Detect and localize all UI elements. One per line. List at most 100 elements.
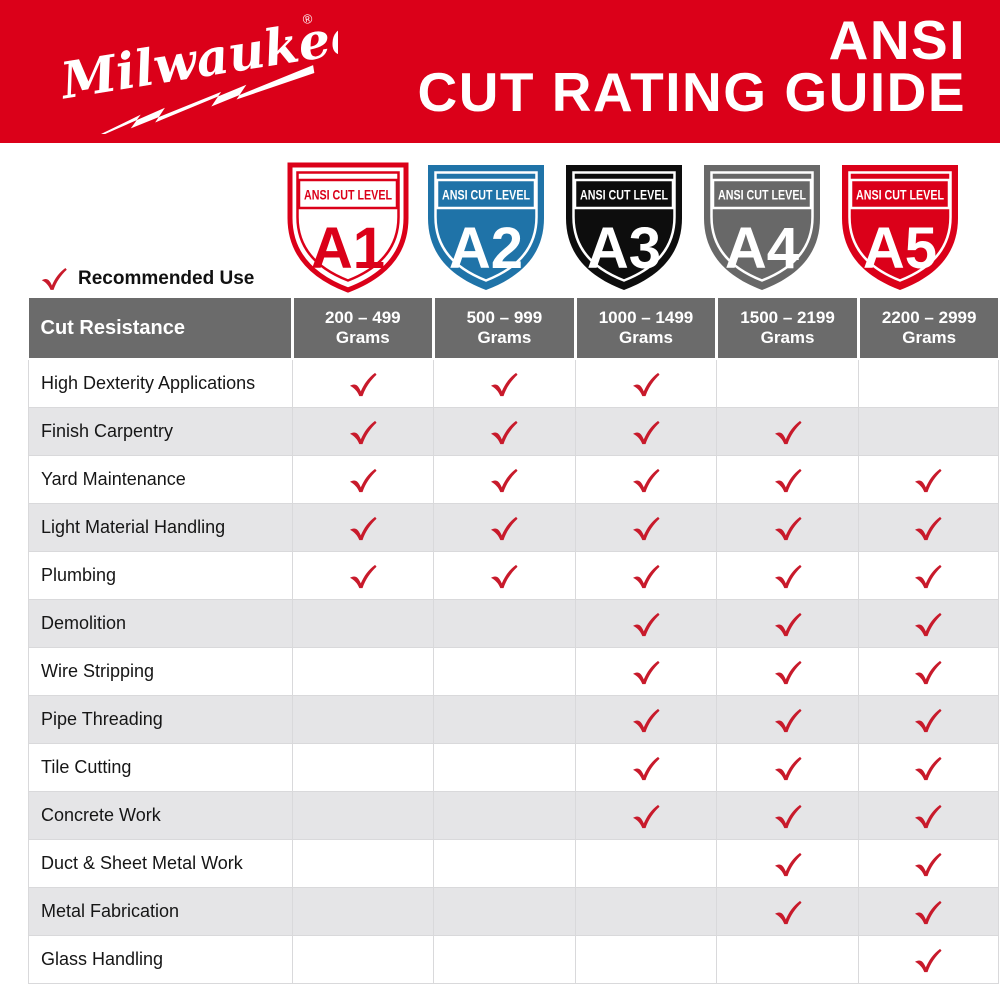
application-label: Tile Cutting xyxy=(28,743,293,792)
check-icon xyxy=(491,420,518,444)
check-icon xyxy=(774,660,802,684)
table-row: Duct & Sheet Metal Work xyxy=(28,839,999,888)
check-icon xyxy=(632,804,660,828)
check-icon xyxy=(774,564,802,588)
column-header-a1: 200 – 499 Grams xyxy=(292,298,436,360)
registered-mark: ® xyxy=(302,12,314,27)
recommended-use-legend: Recommended Use xyxy=(40,266,254,291)
check-cell-a3 xyxy=(574,407,718,456)
check-icon xyxy=(491,372,518,396)
check-icon xyxy=(349,564,377,588)
column-header-a4: 1500 – 2199 Grams xyxy=(716,298,860,360)
check-icon xyxy=(774,468,802,492)
check-cell-a4 xyxy=(716,407,859,456)
gram-range: 500 – 999 xyxy=(466,308,543,327)
check-cell-a5 xyxy=(857,935,999,984)
check-cell-a4 xyxy=(716,887,859,936)
table-header-row: Cut Resistance 200 – 499 Grams 500 – 999 Gr… xyxy=(28,298,999,360)
check-cell-a3 xyxy=(574,695,718,744)
check-icon xyxy=(349,372,377,396)
empty-cell-a5 xyxy=(857,358,999,408)
empty-cell-a5 xyxy=(857,407,999,456)
check-icon xyxy=(349,516,377,540)
check-icon xyxy=(774,756,802,780)
shield-banner-label: ANSI CUT LEVEL xyxy=(718,188,806,203)
application-label: Duct & Sheet Metal Work xyxy=(28,839,293,888)
check-icon xyxy=(349,420,377,444)
cut-level-shield-a2: ANSI CUT LEVEL A2 xyxy=(428,165,544,290)
table-row: High Dexterity Applications xyxy=(28,358,999,408)
check-icon xyxy=(632,516,660,540)
check-cell-a4 xyxy=(716,695,859,744)
check-icon xyxy=(632,756,660,780)
page-title: ANSI CUT RATING GUIDE xyxy=(417,13,966,120)
column-header-a5: 2200 – 2999 Grams xyxy=(858,298,999,360)
table-row: Light Material Handling xyxy=(28,503,999,552)
check-icon xyxy=(774,516,802,540)
application-label: Finish Carpentry xyxy=(28,407,293,456)
check-cell-a1 xyxy=(291,407,435,456)
check-cell-a4 xyxy=(716,647,859,696)
check-icon xyxy=(774,804,802,828)
check-icon xyxy=(774,900,802,924)
application-label: Demolition xyxy=(28,599,293,648)
check-icon xyxy=(774,612,802,636)
check-cell-a3 xyxy=(574,551,718,600)
recommended-use-label: Recommended Use xyxy=(78,267,255,289)
empty-cell-a1 xyxy=(291,647,435,696)
check-cell-a4 xyxy=(716,839,859,888)
check-cell-a4 xyxy=(716,551,859,600)
gram-range: 1000 – 1499 xyxy=(598,308,694,327)
check-cell-a3 xyxy=(574,358,718,408)
check-icon xyxy=(915,804,942,828)
milwaukee-logo: Milwaukee ® xyxy=(55,12,338,134)
milwaukee-logo-text: Milwaukee xyxy=(55,12,338,111)
application-label: Metal Fabrication xyxy=(28,887,293,936)
check-cell-a1 xyxy=(291,551,435,600)
empty-cell-a1 xyxy=(291,935,435,984)
shield-level-label: A5 xyxy=(863,216,937,281)
check-icon xyxy=(915,948,942,972)
check-cell-a3 xyxy=(574,743,718,792)
check-cell-a5 xyxy=(857,695,999,744)
table-row: Metal Fabrication xyxy=(28,887,999,936)
empty-cell-a1 xyxy=(291,887,435,936)
check-icon xyxy=(632,420,660,444)
table-row: Tile Cutting xyxy=(28,743,999,792)
gram-range: 2200 – 2999 xyxy=(881,308,977,327)
application-label: High Dexterity Applications xyxy=(28,358,293,408)
shield-level-label: A4 xyxy=(725,216,799,281)
empty-cell-a2 xyxy=(433,839,576,888)
cut-level-shield-a1: ANSI CUT LEVEL A1 xyxy=(287,162,409,293)
check-cell-a4 xyxy=(716,599,859,648)
shield-banner-label: ANSI CUT LEVEL xyxy=(442,188,530,203)
check-icon xyxy=(632,468,660,492)
application-label: Pipe Threading xyxy=(28,695,293,744)
check-cell-a5 xyxy=(857,455,999,504)
table-row: Demolition xyxy=(28,599,999,648)
table-row: Concrete Work xyxy=(28,791,999,840)
table-row: Wire Stripping xyxy=(28,647,999,696)
table-row: Yard Maintenance xyxy=(28,455,999,504)
check-icon xyxy=(915,612,942,636)
gram-unit: Grams xyxy=(335,328,390,347)
empty-cell-a2 xyxy=(433,599,576,648)
check-cell-a3 xyxy=(574,647,718,696)
check-cell-a5 xyxy=(857,791,999,840)
column-header-a2: 500 – 999 Grams xyxy=(433,298,577,360)
check-cell-a5 xyxy=(857,839,999,888)
shield-level-label: A3 xyxy=(587,216,661,281)
check-cell-a2 xyxy=(433,503,576,552)
application-label: Concrete Work xyxy=(28,791,293,840)
check-icon xyxy=(915,852,942,876)
empty-cell-a2 xyxy=(433,935,576,984)
check-cell-a5 xyxy=(857,551,999,600)
check-cell-a4 xyxy=(716,791,859,840)
gram-unit: Grams xyxy=(902,328,957,347)
table-row: Finish Carpentry xyxy=(28,407,999,456)
table-row: Plumbing xyxy=(28,551,999,600)
check-cell-a2 xyxy=(433,551,576,600)
check-icon xyxy=(915,468,942,492)
check-cell-a3 xyxy=(574,455,718,504)
cut-level-shields: ANSI CUT LEVEL A1 ANSI CUT LEVEL A2 ANSI… xyxy=(0,160,1000,300)
